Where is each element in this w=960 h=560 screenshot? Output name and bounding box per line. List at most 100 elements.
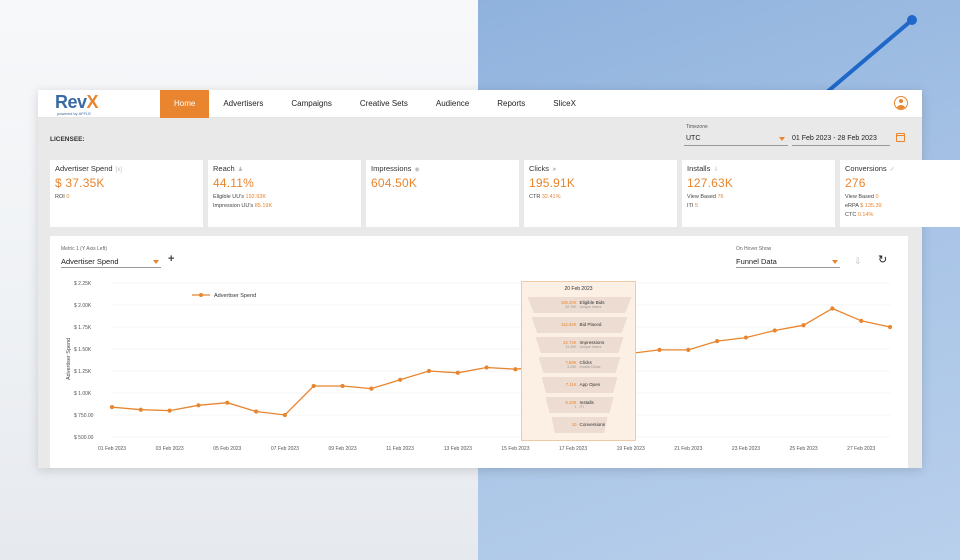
x-tick-label: 25 Feb 2023 (790, 446, 818, 452)
eye-icon: ◉ (414, 167, 420, 173)
download-icon[interactable]: ⇩ (854, 256, 862, 266)
nav-advertisers[interactable]: Advertisers (223, 99, 264, 108)
funnel-bar (551, 417, 608, 433)
data-point (426, 368, 432, 374)
refresh-icon[interactable]: ↻ (878, 254, 888, 266)
x-tick-label: 07 Feb 2023 (271, 446, 299, 452)
kpi-title: Clicks (529, 164, 549, 173)
timezone-select[interactable]: UTC (684, 132, 788, 146)
funnel-row: 5.10K 1 Installs ITI (545, 397, 614, 413)
revx-logo[interactable]: RevX (55, 92, 99, 112)
tooltip-date: 20 Feb 2023 (564, 286, 593, 292)
funnel-row: 165.20K 32.79K Eligible Bids Unique Users (527, 297, 632, 313)
kpi-card-conversions[interactable]: Conversions ✓ 276 View Based 0 eRPA $ 135… (840, 160, 960, 227)
funnel-bar (541, 377, 618, 393)
kpi-card-advertiser-spend[interactable]: Advertiser Spend [x] $ 37.35K ROI 0 (50, 160, 203, 227)
licensee-label: LICENSEE: (50, 136, 85, 143)
funnel-label: Eligible Bids Unique Users (579, 299, 605, 310)
kpi-title: Conversions (845, 164, 887, 173)
funnel-value: 22.74K 11.39K (563, 339, 577, 350)
y-tick-label: $ 2.00K (74, 303, 92, 309)
x-tick-label: 17 Feb 2023 (559, 446, 587, 452)
data-point (887, 324, 893, 330)
timezone-label: Timezone (686, 124, 708, 130)
data-point (282, 412, 287, 418)
y-tick-label: $ 1.00K (74, 391, 92, 397)
y-axis-label: Advertiser Spend (66, 338, 72, 380)
data-point (138, 407, 143, 412)
x-tick-label: 21 Feb 2023 (674, 446, 702, 452)
kpi-value: 127.63K (687, 176, 734, 190)
x-tick-label: 11 Feb 2023 (386, 446, 414, 452)
funnel-label: Conversions (579, 422, 606, 428)
nav-creative-sets[interactable]: Creative Sets (359, 99, 408, 108)
hover-show-select[interactable]: Funnel Data (736, 255, 840, 268)
funnel-bar (538, 357, 621, 373)
data-point (369, 386, 374, 391)
data-point (340, 383, 345, 389)
funnel-bar (535, 337, 624, 353)
funnel-label: Clicks Invalid Clicks (579, 359, 601, 370)
calendar-icon[interactable] (896, 133, 905, 142)
user-avatar-icon[interactable] (894, 96, 908, 110)
funnel-row: 7.11K App Open (541, 377, 618, 393)
kpi-card-impressions[interactable]: Impressions ◉ 604.50K (366, 160, 519, 227)
data-point (513, 367, 518, 372)
kpi-value: 276 (845, 176, 866, 190)
funnel-row: 7.69K 3.29K Clicks Invalid Clicks (538, 357, 621, 373)
x-tick-label: 19 Feb 2023 (617, 446, 645, 452)
x-tick-label: 15 Feb 2023 (501, 446, 529, 452)
x-tick-label: 09 Feb 2023 (329, 446, 357, 452)
advertiser-spend-series-line (111, 307, 891, 416)
data-point (830, 306, 835, 311)
funnel-label: App Open (579, 382, 601, 388)
y-tick-label: $ 1.75K (74, 325, 92, 331)
funnel-value: 7.69K 3.29K (565, 359, 577, 370)
data-point (253, 409, 259, 414)
chevron-down-icon (779, 137, 785, 141)
y-tick-label: $ 500.00 (74, 435, 94, 441)
data-point (686, 347, 691, 352)
main-nav: Home Advertisers Campaigns Creative Sets… (160, 90, 590, 118)
funnel-value: 165.20K 32.79K (560, 299, 577, 310)
funnel-bar (531, 317, 628, 333)
y-tick-label: $ 1.25K (74, 369, 92, 375)
kpi-card-clicks[interactable]: Clicks ➤ 195.91K CTR 32.41% (524, 160, 677, 227)
y-tick-label: $ 1.50K (74, 347, 92, 353)
data-point (109, 404, 115, 410)
date-range-input[interactable]: 01 Feb 2023 - 28 Feb 2023 (792, 132, 890, 146)
add-metric-icon[interactable]: + (168, 253, 175, 265)
kpi-title: Installs (687, 164, 711, 173)
metric-select[interactable]: Advertiser Spend (61, 255, 161, 268)
kpi-card-reach[interactable]: Reach ♟ 44.11% Eligible UU's 192.93K Impr… (208, 160, 361, 227)
check-icon: ✓ (889, 167, 895, 173)
funnel-tooltip: 20 Feb 2023 165.20K 32.79K Eligible Bids Un… (521, 281, 636, 441)
nav-home[interactable]: Home (160, 90, 210, 118)
line-chart: $ 500.00 $ 750.00 $ 1.00K $ 1.25K $ 1.50K $ 1… (66, 281, 893, 452)
x-tick-label: 27 Feb 2023 (847, 446, 875, 452)
data-point (311, 383, 316, 389)
data-point (455, 370, 460, 375)
funnel-label: Bid Placed (579, 322, 602, 328)
data-point (801, 323, 806, 328)
kpi-value: 44.11% (213, 176, 255, 190)
funnel-row: 22.74K 11.39K Impressions Unique Users (535, 337, 624, 353)
nav-audience[interactable]: Audience (435, 99, 470, 108)
funnel-value: 10 (571, 422, 577, 428)
kpi-card-installs[interactable]: Installs ⇩ 127.63K View Based 76 ITI 5 (682, 160, 835, 227)
data-point (196, 403, 201, 408)
y-tick-label: $ 2.25K (74, 281, 92, 287)
kpi-value: 195.91K (529, 176, 576, 190)
nav-reports[interactable]: Reports (497, 99, 526, 108)
data-point (859, 318, 864, 323)
app-window: RevX powered by AFFLE Home Advertisers C… (38, 90, 960, 468)
funnel-value: 5.10K 1 (565, 399, 577, 410)
nav-campaigns[interactable]: Campaigns (291, 99, 332, 108)
kpi-sub: View Based 0 eRPA $ 135.39 CTC 0.14% (845, 194, 882, 218)
data-point (657, 347, 662, 352)
kpi-title: Reach (213, 164, 235, 173)
hover-show-label: On Hover Show (736, 246, 772, 252)
funnel-label: Installs ITI (579, 399, 594, 410)
logo-tagline: powered by AFFLE (57, 111, 92, 116)
nav-slicex[interactable]: SliceX (553, 99, 576, 108)
